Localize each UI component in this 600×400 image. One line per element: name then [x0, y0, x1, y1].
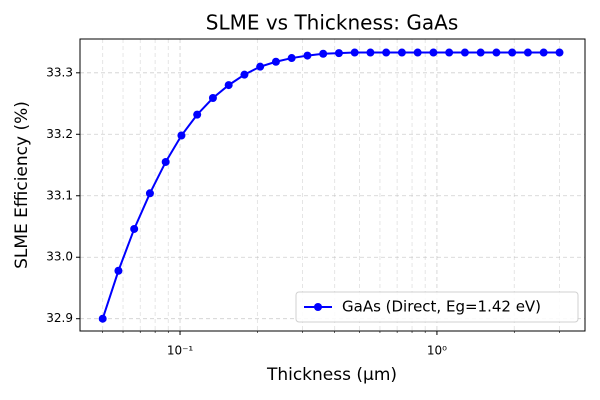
data-point: [460, 48, 469, 57]
data-point: [256, 62, 265, 71]
data-point: [476, 48, 485, 57]
y-tick-label: 33.3: [46, 65, 73, 79]
legend-marker: [314, 303, 322, 311]
data-point: [523, 48, 532, 57]
data-point: [397, 48, 406, 57]
y-tick-label: 33.0: [46, 250, 73, 264]
chart-title: SLME vs Thickness: GaAs: [206, 11, 459, 35]
series-line: [101, 51, 560, 320]
x-tick-label: 10⁰: [427, 344, 447, 358]
data-point: [193, 110, 202, 119]
data-point: [539, 48, 548, 57]
data-point: [177, 131, 186, 140]
data-point: [382, 48, 391, 57]
data-point: [224, 81, 233, 90]
data-point: [334, 49, 343, 58]
data-point: [492, 48, 501, 57]
data-point: [508, 48, 517, 57]
data-point: [366, 48, 375, 57]
data-point: [145, 189, 154, 198]
data-point: [555, 48, 564, 57]
data-point: [114, 266, 123, 275]
data-point: [413, 48, 422, 57]
data-point: [350, 48, 359, 57]
data-point: [445, 48, 454, 57]
x-tick-label: 10⁻¹: [167, 344, 194, 358]
y-tick-label: 33.2: [46, 127, 73, 141]
legend-label: GaAs (Direct, Eg=1.42 eV): [342, 298, 541, 316]
data-point: [98, 314, 107, 323]
data-point: [161, 157, 170, 166]
data-point: [429, 48, 438, 57]
plot-frame: [79, 38, 586, 332]
data-point: [319, 49, 328, 58]
data-point: [287, 54, 296, 63]
y-tick-label: 32.9: [46, 311, 73, 325]
data-point: [240, 70, 249, 79]
data-point: [271, 57, 280, 66]
data-point: [130, 224, 139, 233]
y-tick-label: 33.1: [46, 188, 73, 202]
x-axis-label: Thickness (μm): [266, 365, 397, 385]
data-point: [208, 94, 217, 103]
data-point: [303, 51, 312, 60]
legend-box: [295, 291, 579, 323]
y-axis-label: SLME Efficiency (%): [12, 101, 32, 269]
